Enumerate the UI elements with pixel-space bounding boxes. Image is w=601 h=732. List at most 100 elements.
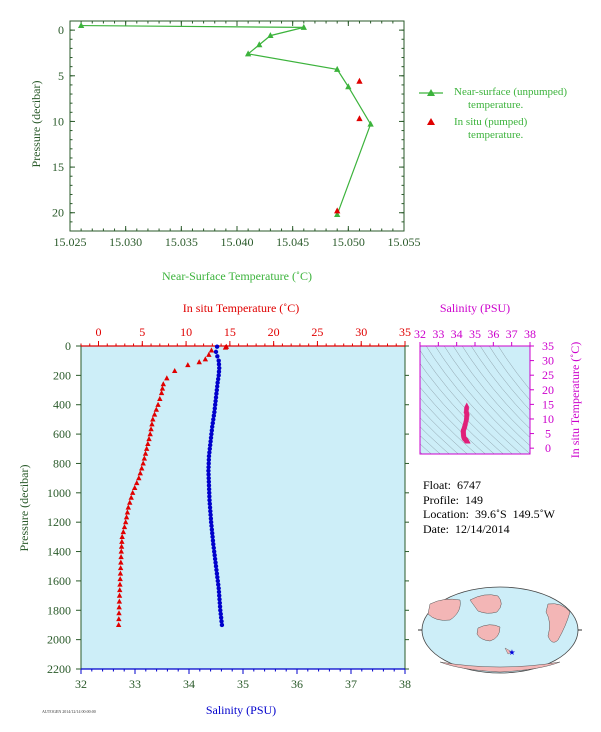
salinity-point — [219, 619, 224, 624]
salinity-point — [211, 413, 217, 418]
unpumped-point — [334, 211, 341, 218]
temperature-point — [125, 504, 131, 510]
legend-unpumped-label: Near-surface (unpumped) — [454, 86, 568, 98]
ts-temperature-tick-label: 35 — [542, 339, 554, 353]
salinity-point — [207, 501, 212, 507]
legend-pumped-label: In situ (pumped) — [454, 116, 528, 128]
temperature-point — [117, 576, 123, 582]
ts-salinity-tick-label: 33 — [432, 327, 444, 341]
unpumped-point — [367, 120, 374, 127]
temperature-tick-label: 15 — [224, 325, 236, 339]
unpumped-point — [244, 50, 252, 57]
temperature-point — [120, 528, 127, 535]
map-land-asia — [469, 594, 502, 614]
profile-date: Date: 12/14/2014 — [423, 521, 510, 536]
temperature-point — [116, 616, 122, 622]
density-contour — [420, 443, 432, 454]
temperature-point — [159, 385, 166, 391]
temperature-point — [206, 351, 212, 357]
unpumped-point — [267, 32, 274, 39]
salinity-point — [208, 508, 213, 514]
salinity-point — [216, 373, 221, 378]
temperature-point — [134, 480, 140, 486]
salinity-point — [212, 549, 217, 554]
ts-salinity-label: Salinity (PSU) — [440, 301, 510, 315]
density-contour — [479, 346, 530, 411]
ts-salinity-tick-label: 38 — [524, 327, 536, 341]
density-contour — [461, 346, 530, 430]
density-contour — [420, 397, 477, 454]
density-contour — [420, 386, 486, 454]
unpumped-point — [345, 83, 352, 90]
salinity-point — [207, 505, 213, 510]
profile-chart: 0 5 10 15 20 25 30 35 32 33 34 35 36 37 38 0 200 400 600 80… — [17, 301, 411, 717]
temperature-point — [129, 489, 136, 495]
ts-temperature-tick-label: 20 — [542, 383, 554, 397]
salinity-tick-label: 35 — [237, 677, 249, 691]
ts-point — [463, 414, 470, 420]
temperature-point — [171, 367, 178, 374]
temperature-point — [147, 431, 153, 437]
top-ytick-label: 5 — [58, 69, 64, 83]
legend-unpumped-marker — [427, 89, 435, 96]
profile-plot-background — [81, 346, 405, 669]
ts-temperature-tick-label: 25 — [542, 368, 554, 382]
ts-temperature-tick-label: 10 — [542, 412, 554, 426]
temperature-point — [118, 559, 124, 565]
temperature-point — [117, 587, 123, 593]
map-land-antarctica — [439, 661, 561, 673]
temperature-point — [118, 554, 124, 560]
top-ytick-label: 10 — [52, 114, 64, 128]
temperature-tick-label: 35 — [399, 325, 411, 339]
salinity-point — [206, 464, 211, 470]
temperature-point — [153, 406, 160, 412]
map-land-nz — [504, 647, 513, 655]
profile-number: Profile: 149 — [423, 492, 483, 507]
temperature-point — [185, 362, 191, 368]
salinity-point — [207, 442, 213, 448]
temperature-point — [127, 499, 133, 505]
salinity-point — [216, 582, 221, 587]
pressure-tick-label: 400 — [53, 398, 71, 412]
salinity-point — [215, 354, 220, 359]
salinity-point — [207, 497, 212, 503]
density-contour — [425, 346, 522, 454]
top-xtick-label: 15.025 — [54, 235, 87, 249]
temperature-tick-label: 10 — [180, 325, 192, 339]
ts-plot-background — [420, 346, 530, 454]
salinity-point — [212, 556, 218, 562]
salinity-point — [210, 530, 215, 536]
unpumped-point — [256, 41, 263, 48]
salinity-point — [214, 571, 220, 576]
salinity-point — [216, 358, 221, 363]
salinity-point — [215, 376, 221, 382]
temperature-point — [119, 538, 125, 544]
salinity-point — [206, 468, 211, 473]
density-contour — [452, 346, 530, 438]
salinity-point — [206, 453, 212, 459]
temperature-point — [222, 344, 229, 350]
salinity-point — [213, 398, 218, 404]
ts-salinity-tick-label: 34 — [451, 327, 463, 341]
salinity-tick-label: 38 — [399, 677, 411, 691]
legend-pumped-label-2: temperature. — [468, 129, 524, 141]
salinity-tick-label: 34 — [183, 677, 195, 691]
temperature-tick-label: 20 — [268, 325, 280, 339]
ts-salinity-tick-label: 37 — [506, 327, 518, 341]
salinity-point — [213, 349, 219, 355]
salinity-axis-label: Salinity (PSU) — [206, 703, 276, 717]
salinity-point — [216, 369, 222, 374]
salinity-point — [213, 560, 218, 565]
temperature-point — [158, 389, 165, 396]
density-contour — [497, 346, 530, 391]
density-contour — [420, 375, 495, 454]
salinity-tick-label: 37 — [345, 677, 357, 691]
top-ylabel: Pressure (decibar) — [29, 81, 43, 168]
density-contour — [488, 346, 530, 401]
float-info: Float: 6747 Profile: 149 Location: 39.6˚… — [423, 478, 555, 536]
salinity-point — [206, 457, 212, 462]
density-contour — [420, 426, 450, 454]
ts-temperature-tick-label: 5 — [545, 427, 551, 441]
